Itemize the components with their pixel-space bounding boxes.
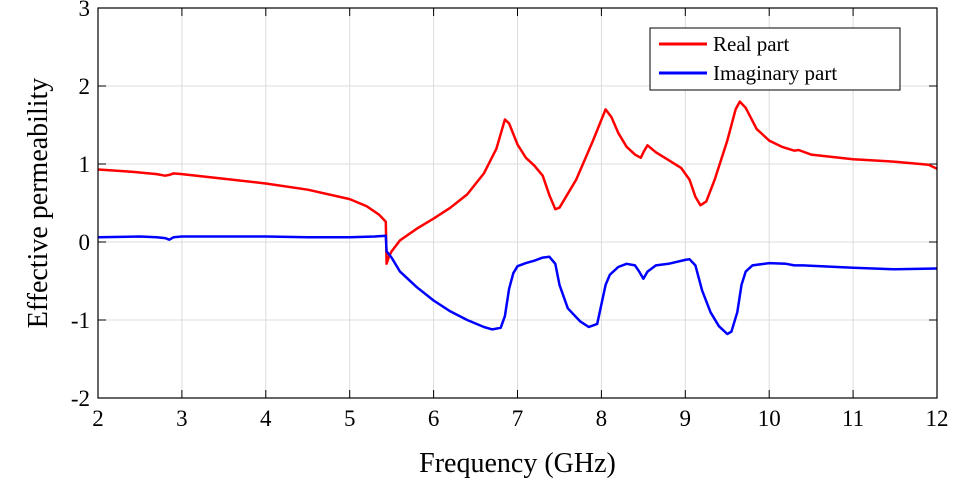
- legend: Real part Imaginary part: [649, 27, 901, 91]
- x-tick-label: 9: [680, 406, 692, 431]
- x-tick-label: 8: [596, 406, 608, 431]
- legend-label-real-part: Real part: [713, 32, 790, 56]
- y-tick-label: -2: [71, 386, 90, 411]
- plot-frame: [97, 7, 938, 399]
- legend-label-imaginary-part: Imaginary part: [713, 61, 837, 85]
- series-layer: [97, 100, 938, 336]
- x-tick-label: 6: [428, 406, 440, 431]
- x-axis-label: Frequency (GHz): [419, 448, 616, 479]
- x-tick-label: 5: [344, 406, 356, 431]
- x-tick-label: 3: [176, 406, 188, 431]
- x-tick-label: 2: [92, 406, 104, 431]
- y-axis-label: Effective permeability: [23, 78, 54, 329]
- series-line-real-part: [97, 100, 938, 266]
- y-tick-label: 0: [79, 230, 91, 255]
- y-tick-label: 3: [79, 0, 91, 21]
- x-tick-label: 4: [260, 406, 272, 431]
- x-tick-label: 12: [926, 406, 949, 431]
- legend-box: [649, 27, 901, 91]
- y-tick-label: 2: [79, 74, 91, 99]
- y-tick-label: -1: [71, 308, 90, 333]
- x-tick-label: 10: [758, 406, 781, 431]
- series-line-imaginary-part: [97, 234, 938, 336]
- y-tick-label: 1: [79, 152, 91, 177]
- x-tick-label: 7: [512, 406, 524, 431]
- x-tick-label: 11: [842, 406, 864, 431]
